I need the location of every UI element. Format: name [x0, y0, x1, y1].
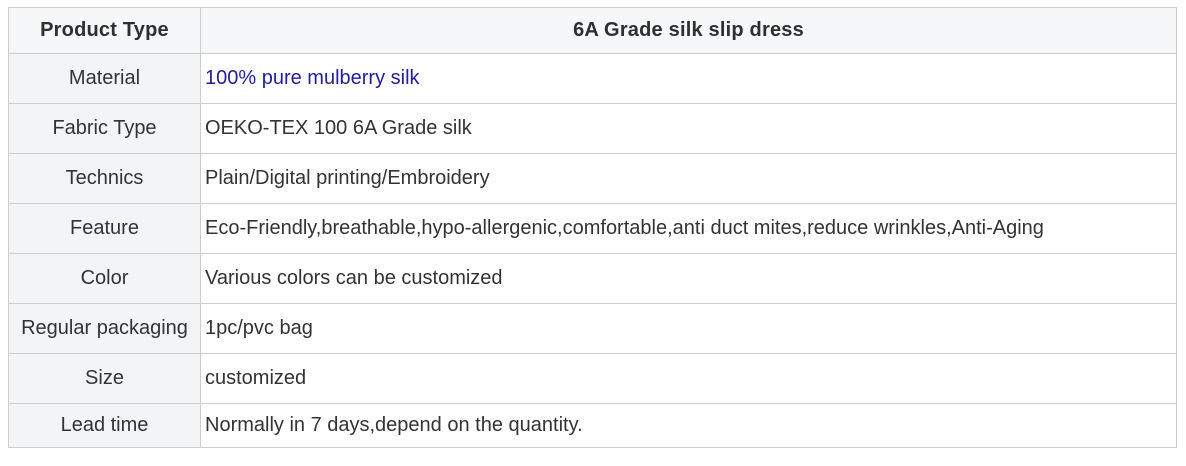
- spec-value-packaging: 1pc/pvc bag: [200, 303, 1177, 354]
- spec-label-feature: Feature: [8, 203, 201, 254]
- spec-value-feature: Eco-Friendly,breathable,hypo-allergenic,…: [200, 203, 1177, 254]
- table-row-feature: Feature Eco-Friendly,breathable,hypo-all…: [8, 203, 1177, 254]
- spec-label-technics: Technics: [8, 153, 201, 204]
- spec-label-material: Material: [8, 53, 201, 104]
- spec-value-size: customized: [200, 353, 1177, 404]
- spec-label-lead-time: Lead time: [8, 403, 201, 448]
- table-row-lead-time: Lead time Normally in 7 days,depend on t…: [8, 403, 1177, 448]
- header-product-type: Product Type: [8, 7, 201, 54]
- spec-value-fabric-type: OEKO-TEX 100 6A Grade silk: [200, 103, 1177, 154]
- spec-value-technics: Plain/Digital printing/Embroidery: [200, 153, 1177, 204]
- table-row-size: Size customized: [8, 353, 1177, 404]
- table-row-fabric-type: Fabric Type OEKO-TEX 100 6A Grade silk: [8, 103, 1177, 154]
- table-row-material: Material 100% pure mulberry silk: [8, 53, 1177, 104]
- table-row-packaging: Regular packaging 1pc/pvc bag: [8, 303, 1177, 354]
- product-title: 6A Grade silk slip dress: [200, 7, 1177, 54]
- spec-label-size: Size: [8, 353, 201, 404]
- product-spec-table: Product Type 6A Grade silk slip dress Ma…: [8, 7, 1177, 448]
- material-link[interactable]: 100% pure mulberry silk: [200, 53, 1177, 104]
- spec-value-color: Various colors can be customized: [200, 253, 1177, 304]
- spec-value-lead-time: Normally in 7 days,depend on the quantit…: [200, 403, 1177, 448]
- table-row-color: Color Various colors can be customized: [8, 253, 1177, 304]
- table-row-technics: Technics Plain/Digital printing/Embroide…: [8, 153, 1177, 204]
- spec-label-color: Color: [8, 253, 201, 304]
- spec-label-fabric-type: Fabric Type: [8, 103, 201, 154]
- spec-label-packaging: Regular packaging: [8, 303, 201, 354]
- table-header-row: Product Type 6A Grade silk slip dress: [8, 7, 1177, 54]
